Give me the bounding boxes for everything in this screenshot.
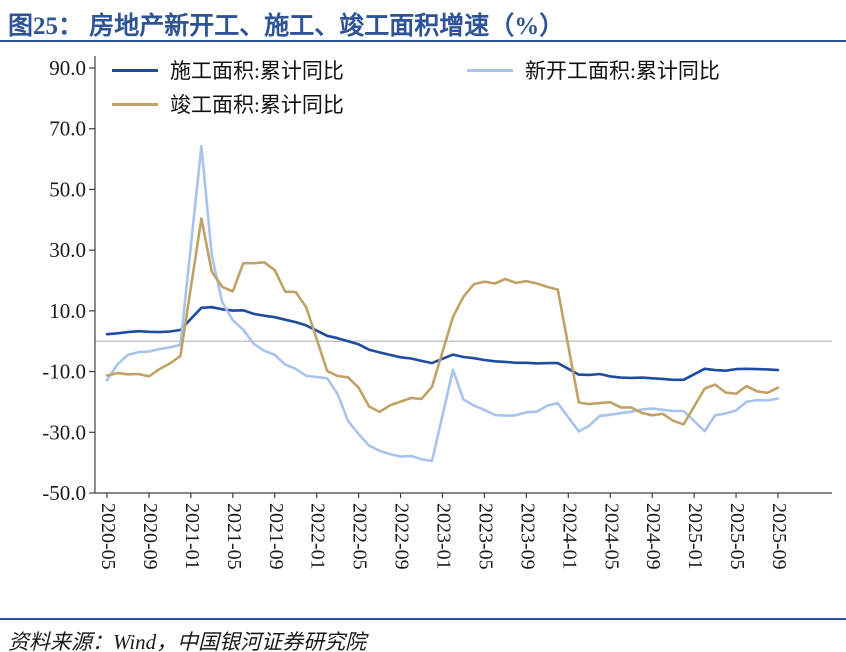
line-chart: 90.0 70.0 50.0 30.0 10.0 -10.0 -30.0 -50.0 2020-… [42,56,832,570]
source-note: 资料来源：Wind，中国银河证券研究院 [8,630,367,652]
legend-swatch-construction [112,68,158,72]
y-tick-label: 30.0 [49,238,86,262]
title-divider [0,40,846,42]
x-tick-label: 2025-05 [726,503,748,570]
y-tick-label: 10.0 [49,299,86,323]
y-tick-label: -30.0 [42,420,86,444]
legend-item-new-starts: 新开工面积:累计同比 [467,56,720,84]
series-line-2 [105,217,780,426]
x-tick-label: 2024-09 [642,503,664,570]
series-line-1 [105,144,780,463]
legend-item-completion: 竣工面积:累计同比 [112,90,457,118]
x-tick-label: 2021-09 [265,503,287,570]
y-tick-label: -10.0 [42,360,86,384]
x-tick-label: 2021-05 [223,503,245,570]
x-tick-label: 2024-05 [600,503,622,570]
legend-label-completion: 竣工面积:累计同比 [170,93,344,117]
chart-legend: 施工面积:累计同比 新开工面积:累计同比 竣工面积:累计同比 [112,56,720,118]
y-tick-label: 70.0 [49,117,86,141]
legend-swatch-new-starts [467,68,513,72]
y-tick-label: 90.0 [49,56,86,80]
x-tick-label: 2021-01 [181,503,203,570]
x-tick-label: 2024-01 [558,503,580,570]
x-tick-label: 2022-05 [349,503,371,570]
legend-item-construction: 施工面积:累计同比 [112,56,457,84]
y-tick-label: -50.0 [42,481,86,505]
x-tick-label: 2025-09 [768,503,790,570]
legend-label-new-starts: 新开工面积:累计同比 [525,59,720,83]
series-line-0 [105,305,780,382]
x-tick-label: 2022-09 [391,503,413,570]
figure-title: 图25： 房地产新开工、施工、竣工面积增速（%） [8,13,565,40]
x-tick-label: 2020-05 [97,503,119,570]
x-tick-label: 2025-01 [684,503,706,570]
x-tick-label: 2023-09 [516,503,538,570]
chart-area: 90.0 70.0 50.0 30.0 10.0 -10.0 -30.0 -50.0 2020-… [0,42,846,604]
x-tick-label: 2022-01 [307,503,329,570]
legend-swatch-completion [112,102,158,106]
y-tick-label: 50.0 [49,177,86,201]
footer-divider [0,618,846,620]
legend-label-construction: 施工面积:累计同比 [170,59,344,83]
x-tick-label: 2020-09 [139,503,161,570]
x-tick-label: 2023-05 [474,503,496,570]
x-tick-label: 2023-01 [433,503,455,570]
